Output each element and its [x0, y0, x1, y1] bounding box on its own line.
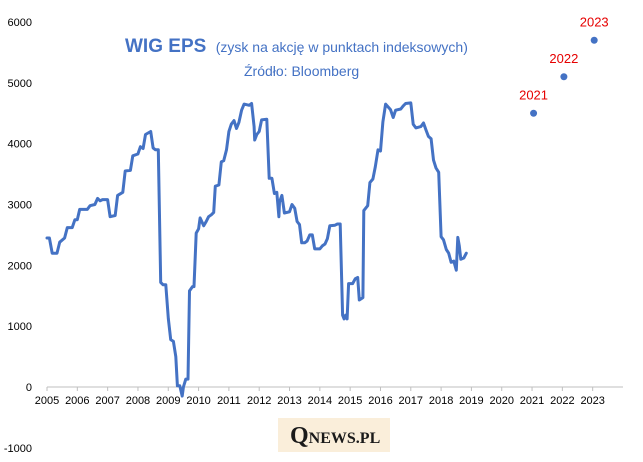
chart-title-subtitle: (zysk na akcję w punktach indeksowych): [216, 39, 468, 55]
x-tick-label: 2018: [429, 395, 453, 407]
y-tick-label: 6000: [8, 17, 32, 29]
y-axis-ticks: -1000 0 1000 2000 3000 4000 5000 6000: [4, 17, 32, 455]
y-tick-label: -1000: [4, 443, 32, 455]
y-tick-label: 2000: [8, 260, 32, 272]
qnews-logo: QNEWS.PL: [278, 418, 390, 452]
qnews-logo-background: [278, 418, 390, 452]
forecast-label-2021: 2021: [519, 87, 548, 102]
x-tick-label: 2015: [338, 395, 362, 407]
x-tick-label: 2020: [489, 395, 513, 407]
chart-title: WIG EPS (zysk na akcję w punktach indeks…: [125, 36, 468, 57]
forecast-label-2023: 2023: [580, 14, 609, 29]
chart-title-main: WIG EPS: [125, 36, 206, 57]
x-tick-label: 2019: [459, 395, 483, 407]
forecast-point-2023: [590, 36, 598, 44]
qnews-logo-text: QNEWS.PL: [290, 423, 380, 449]
x-tick-label: 2012: [247, 395, 271, 407]
x-tick-label: 2013: [277, 395, 301, 407]
x-tick-label: 2016: [368, 395, 392, 407]
forecast-point-2022: [560, 73, 568, 81]
x-tick-label: 2005: [35, 395, 59, 407]
x-tick-label: 2008: [126, 395, 150, 407]
chart-source: Źródło: Bloomberg: [244, 63, 359, 79]
y-tick-label: 1000: [8, 321, 32, 333]
x-tick-label: 2021: [520, 395, 544, 407]
x-tick-label: 2023: [580, 395, 604, 407]
x-axis-ticks: 2005 2006 2007 2008 2009 2010 2011 2012 2013 2014…: [35, 387, 605, 407]
y-tick-label: 3000: [8, 200, 32, 212]
x-tick-label: 2011: [217, 395, 241, 407]
x-tick-label: 2010: [186, 395, 210, 407]
forecast-point-2021: [530, 109, 538, 117]
y-tick-label: 4000: [8, 139, 32, 151]
x-tick-label: 2022: [550, 395, 574, 407]
x-tick-label: 2017: [399, 395, 423, 407]
eps-series-line: [45, 101, 468, 398]
y-tick-label: 0: [26, 382, 32, 394]
y-tick-label: 5000: [8, 78, 32, 90]
x-tick-label: 2014: [308, 395, 332, 407]
x-tick-label: 2006: [65, 395, 89, 407]
x-tick-label: 2009: [156, 395, 180, 407]
forecast-points: 2021 2022 2023: [519, 14, 609, 117]
forecast-label-2022: 2022: [549, 51, 578, 66]
x-tick-label: 2007: [95, 395, 119, 407]
